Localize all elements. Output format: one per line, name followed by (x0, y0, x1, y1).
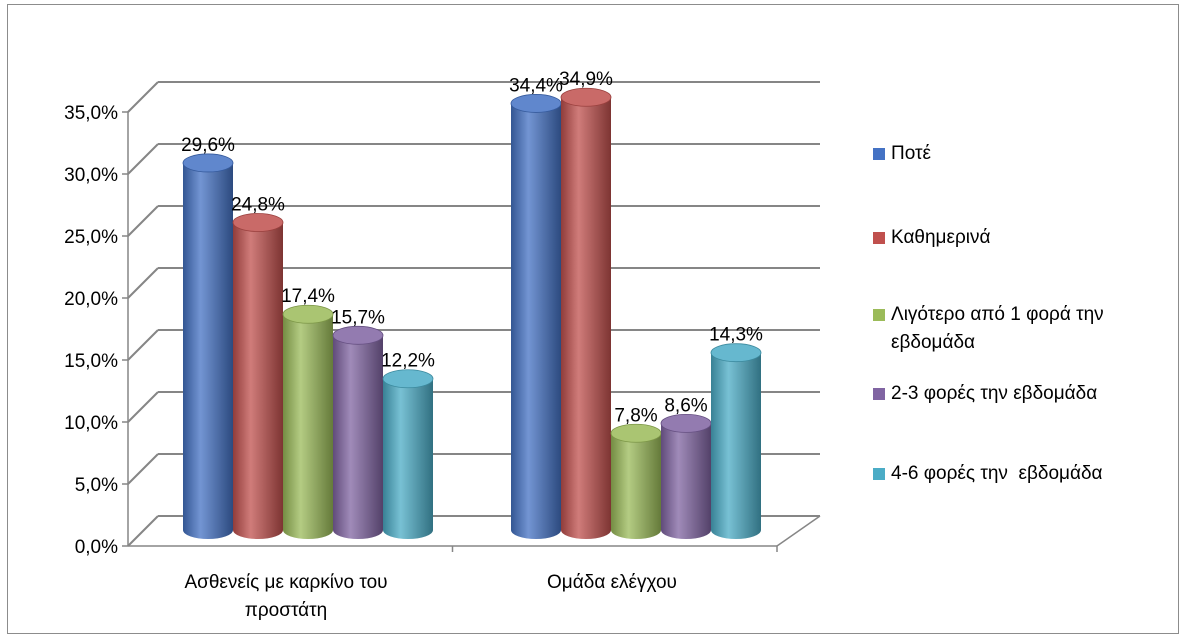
bar-top (332, 325, 384, 345)
bar-body (233, 222, 283, 540)
x-category-label: προστάτη (245, 600, 328, 621)
bar-top (560, 87, 612, 107)
bar (560, 87, 612, 540)
bar-body (183, 162, 233, 539)
y-tick-label: 15,0% (64, 351, 118, 372)
data-labels: 29,6% 24,8% 17,4%15,7% 12,2% 34,4%34,9% 7,8% 8… (181, 69, 763, 426)
bar (182, 153, 234, 539)
legend-item: Λιγότερο από 1 φορά την εβδομάδα (873, 301, 1181, 357)
bar-body (561, 97, 611, 540)
y-tick-label: 20,0% (64, 289, 118, 310)
gridline-side (127, 515, 159, 547)
bar-body (711, 352, 761, 539)
bar-body (611, 433, 661, 539)
bar-body (383, 378, 433, 539)
bar (282, 304, 334, 539)
legend-label: Καθημερινά (891, 227, 991, 248)
axes: 0,0% 5,0% 10,0% 15,0% 20,0% 25,0% 30,0% 35,0% Ασ… (64, 103, 821, 621)
data-label: 7,8% (614, 405, 657, 426)
bars (182, 87, 762, 540)
gridline-side (127, 267, 159, 299)
x-category-label: Ασθενείς με καρκίνο του (184, 572, 387, 593)
y-tick-label: 35,0% (64, 103, 118, 124)
data-label: 34,4% (509, 75, 563, 96)
x-category-label: Ομάδα ελέγχου (547, 572, 677, 593)
bar (232, 213, 284, 540)
bar (332, 325, 384, 539)
bar-top (182, 153, 234, 173)
legend-swatch (873, 309, 885, 321)
bar (610, 423, 662, 539)
bar (710, 343, 762, 539)
bar (382, 369, 434, 539)
bar-body (511, 103, 561, 539)
bar-body (333, 335, 383, 539)
bar-top (232, 213, 284, 232)
gridline-side (127, 143, 159, 175)
gridline-side (127, 205, 159, 237)
data-label: 29,6% (181, 135, 235, 156)
legend-swatch (873, 148, 885, 160)
data-label: 15,7% (331, 307, 385, 328)
bar-body (661, 423, 711, 539)
data-label: 34,9% (559, 69, 613, 90)
gridline-side (127, 391, 159, 423)
data-label: 12,2% (381, 351, 435, 372)
data-label: 14,3% (709, 325, 763, 346)
bar-top (382, 369, 434, 389)
gridline-side (127, 329, 159, 361)
floor-right-edge (776, 515, 821, 547)
legend-swatch (873, 468, 885, 480)
y-tick-label: 10,0% (64, 413, 118, 434)
legend-item: 2-3 φορές την εβδομάδα (873, 380, 1181, 408)
bar (510, 94, 562, 539)
legend-item: Ποτέ (873, 140, 1181, 168)
bar-body (283, 314, 333, 539)
y-tick-label: 0,0% (75, 537, 118, 558)
gridline-side (127, 81, 159, 113)
gridline-side (127, 453, 159, 485)
legend-item: Καθημερινά (873, 224, 1181, 252)
bar-top (510, 94, 562, 113)
legend-label: 4-6 φορές την εβδομάδα (891, 463, 1103, 484)
legend-label: Ποτέ (891, 143, 931, 164)
bar-top (710, 343, 762, 363)
legend-label: Λιγότερο από 1 φορά την εβδομάδα (891, 304, 1104, 353)
bar-top (282, 304, 334, 324)
data-label: 24,8% (231, 194, 285, 215)
legend-label: 2-3 φορές την εβδομάδα (891, 383, 1098, 404)
bar (660, 413, 712, 539)
data-label: 17,4% (281, 286, 335, 307)
bar-top (610, 423, 662, 443)
bar-top (660, 413, 712, 433)
y-tick-label: 30,0% (64, 165, 118, 186)
legend: Ποτέ Καθημερινά Λιγότερο από 1 φορά την εβ… (873, 0, 1183, 641)
legend-swatch (873, 388, 885, 400)
y-tick-label: 25,0% (64, 227, 118, 248)
legend-item: 4-6 φορές την εβδομάδα (873, 460, 1181, 488)
data-label: 8,6% (664, 395, 707, 416)
legend-swatch (873, 232, 885, 244)
y-tick-label: 5,0% (75, 475, 118, 496)
